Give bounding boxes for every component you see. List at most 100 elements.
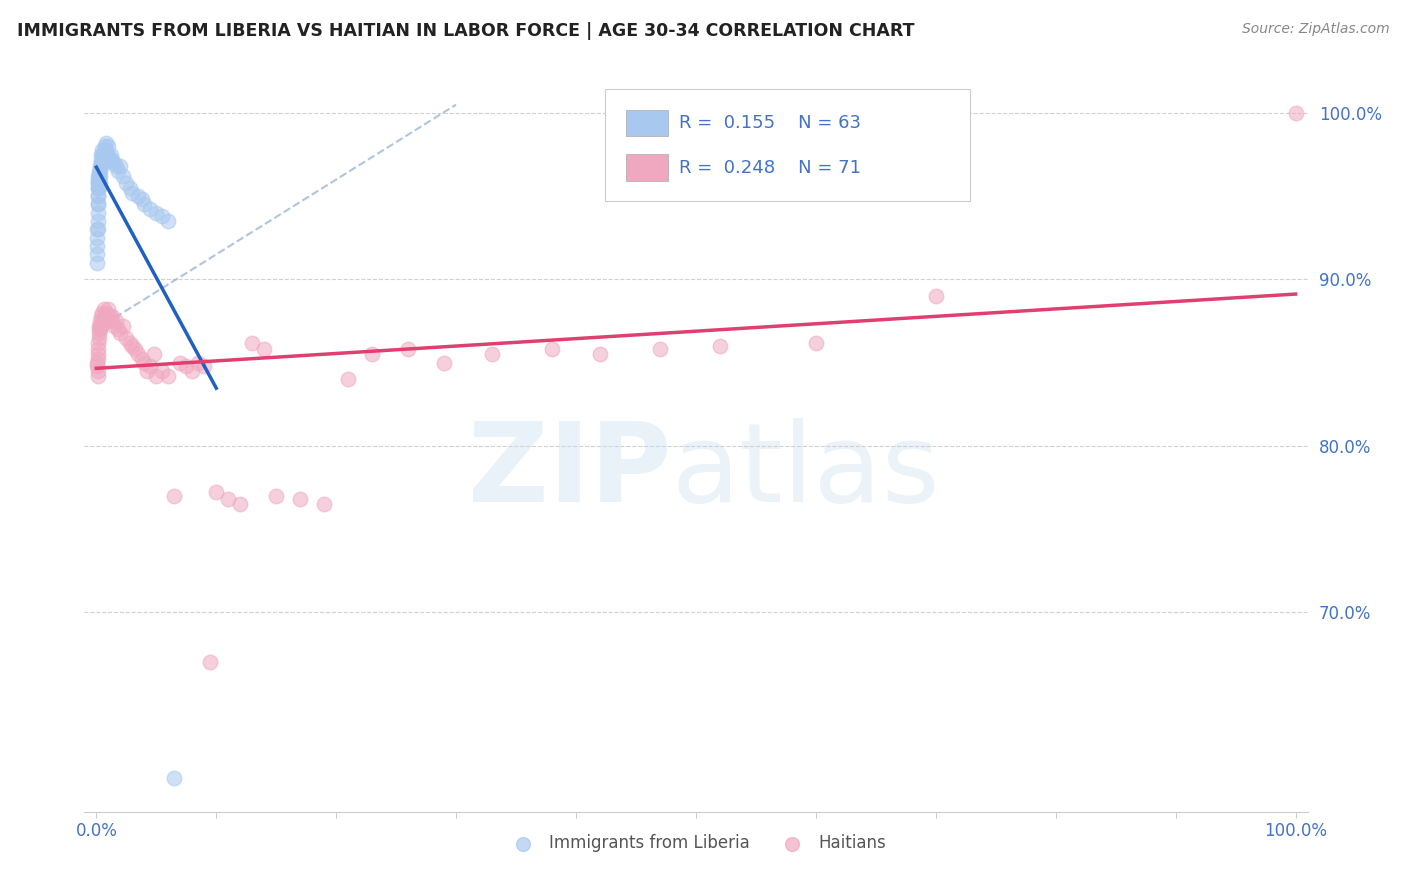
Point: [264, 489, 287, 503]
Point: [217, 491, 239, 506]
Point: [87, 197, 110, 211]
Text: R =  0.248    N = 71: R = 0.248 N = 71: [679, 159, 860, 177]
Point: [93, 309, 117, 323]
Point: [87, 326, 110, 340]
Point: [337, 372, 360, 386]
Point: [150, 364, 173, 378]
Text: R =  0.155    N = 63: R = 0.155 N = 63: [679, 114, 860, 132]
Point: [135, 364, 157, 378]
Point: [87, 172, 110, 186]
Text: atlas: atlas: [672, 417, 941, 524]
Point: [97, 147, 120, 161]
Point: [145, 368, 167, 383]
Point: [87, 176, 110, 190]
Point: [187, 355, 209, 369]
Point: [96, 314, 118, 328]
Point: [589, 347, 612, 361]
Point: [200, 655, 222, 669]
Point: [94, 305, 117, 319]
Point: [131, 352, 153, 367]
Point: [86, 197, 108, 211]
Point: [118, 181, 141, 195]
Point: [89, 318, 111, 333]
Point: [541, 342, 564, 356]
Point: [87, 164, 110, 178]
Point: [91, 156, 114, 170]
Point: [89, 159, 111, 173]
Point: [163, 489, 186, 503]
Text: IMMIGRANTS FROM LIBERIA VS HAITIAN IN LABOR FORCE | AGE 30-34 CORRELATION CHART: IMMIGRANTS FROM LIBERIA VS HAITIAN IN LA…: [17, 22, 914, 40]
Point: [94, 136, 117, 150]
Point: [103, 318, 125, 333]
Point: [89, 322, 111, 336]
Point: [97, 139, 120, 153]
Point: [121, 339, 143, 353]
Point: [290, 491, 312, 506]
Point: [97, 302, 120, 317]
Point: [157, 214, 180, 228]
Point: [804, 335, 827, 350]
Point: [103, 156, 125, 170]
Point: [104, 314, 127, 328]
Point: [163, 772, 186, 786]
Point: [93, 147, 115, 161]
Point: [1284, 106, 1306, 120]
Point: [87, 352, 110, 367]
Point: [90, 147, 112, 161]
Point: [86, 364, 108, 378]
Point: [93, 302, 115, 317]
Point: [91, 147, 114, 161]
Legend: Immigrants from Liberia, Haitians: Immigrants from Liberia, Haitians: [499, 828, 893, 859]
Point: [104, 159, 127, 173]
Point: [205, 485, 228, 500]
Point: [86, 189, 108, 203]
Point: [240, 335, 263, 350]
Point: [229, 497, 252, 511]
Point: [709, 339, 731, 353]
Point: [89, 314, 111, 328]
Point: [86, 359, 108, 373]
Point: [86, 214, 108, 228]
Text: Source: ZipAtlas.com: Source: ZipAtlas.com: [1241, 22, 1389, 37]
Point: [87, 342, 110, 356]
Point: [110, 326, 132, 340]
Point: [89, 169, 111, 184]
Point: [86, 247, 108, 261]
Text: ZIP: ZIP: [468, 417, 672, 524]
Point: [90, 159, 112, 173]
Point: [86, 222, 108, 236]
Point: [253, 342, 276, 356]
Point: [87, 176, 110, 190]
Point: [121, 186, 143, 200]
Point: [142, 347, 165, 361]
Point: [139, 359, 162, 373]
Point: [174, 359, 197, 373]
Point: [87, 330, 110, 344]
Point: [127, 347, 149, 361]
Point: [115, 330, 138, 344]
Point: [86, 222, 108, 236]
Point: [89, 176, 111, 190]
Point: [193, 359, 215, 373]
Point: [90, 153, 112, 167]
Point: [87, 176, 110, 190]
Point: [115, 176, 138, 190]
Point: [98, 153, 121, 167]
Point: [91, 143, 114, 157]
Point: [145, 206, 167, 220]
Point: [111, 169, 134, 184]
Point: [96, 147, 118, 161]
Point: [91, 305, 114, 319]
Point: [361, 347, 384, 361]
Point: [433, 355, 456, 369]
Point: [86, 239, 108, 253]
Point: [93, 153, 115, 167]
Point: [118, 335, 141, 350]
Point: [124, 342, 146, 356]
Point: [87, 335, 110, 350]
Point: [169, 355, 191, 369]
Point: [87, 347, 110, 361]
Point: [87, 322, 110, 336]
Point: [107, 164, 129, 178]
Point: [134, 355, 156, 369]
